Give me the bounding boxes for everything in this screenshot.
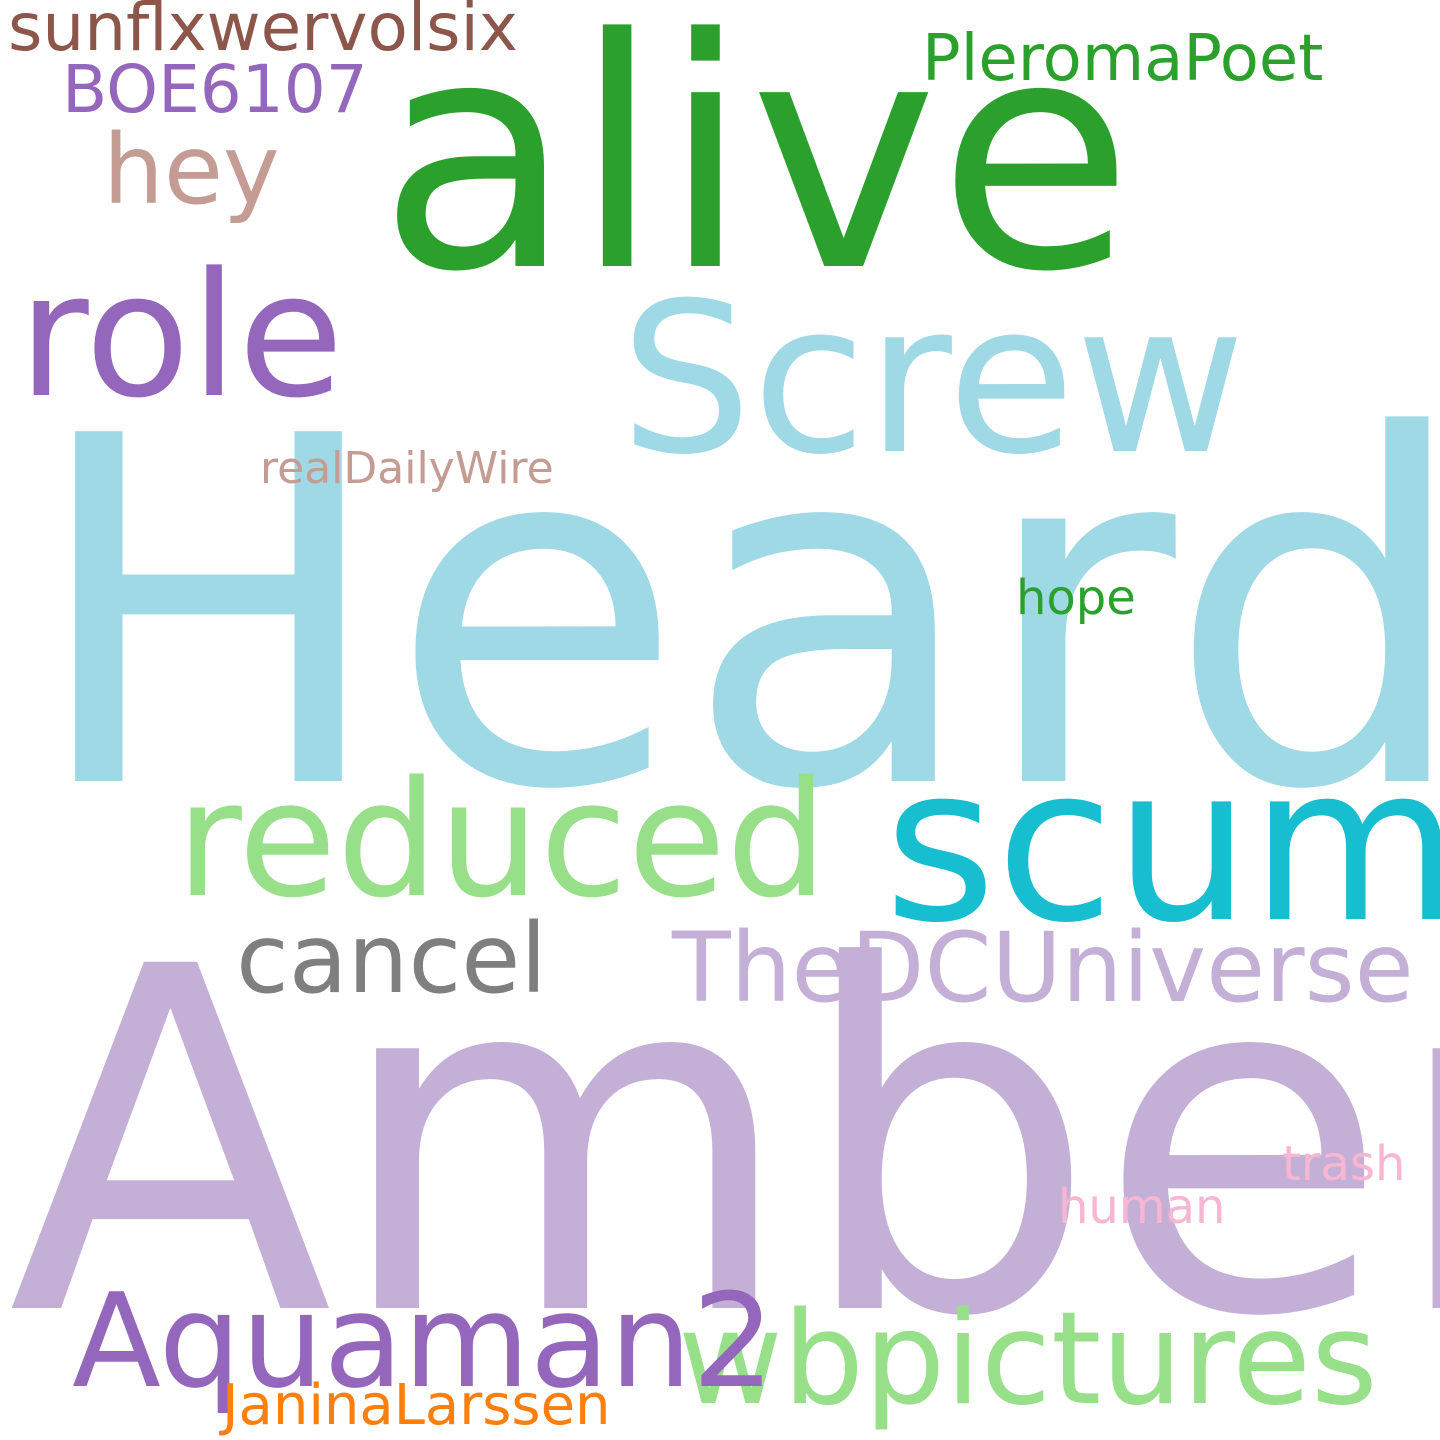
word-realdailywire: realDailyWire [260,443,554,494]
word-screw: Screw [620,259,1246,501]
word-cancel: cancel [236,903,547,1015]
word-sunflxwervolsix: sunflxwervolsix [8,0,518,66]
word-amber: Amber [8,868,1440,1421]
word-role: role [18,235,344,436]
word-boe6107: BOE6107 [62,51,368,128]
word-aquaman2: Aquaman2 [72,1265,775,1417]
word-human: human [1058,1179,1226,1235]
word-scum: scum [884,719,1440,970]
word-pleromapoet: PleromaPoet [922,22,1324,96]
word-wbpictures: wbpictures [678,1285,1378,1434]
word-janinalarssen: JaninaLarssen [222,1373,611,1438]
word-hey: hey [103,114,280,226]
word-heard: Heard [28,336,1440,895]
word-hope: hope [1016,570,1136,626]
word-trash: trash [1282,1136,1406,1192]
word-alive: alive [378,0,1134,341]
word-reduced: reduced [176,746,828,933]
word-thedcuniverse: TheDCUniverse [672,912,1414,1024]
